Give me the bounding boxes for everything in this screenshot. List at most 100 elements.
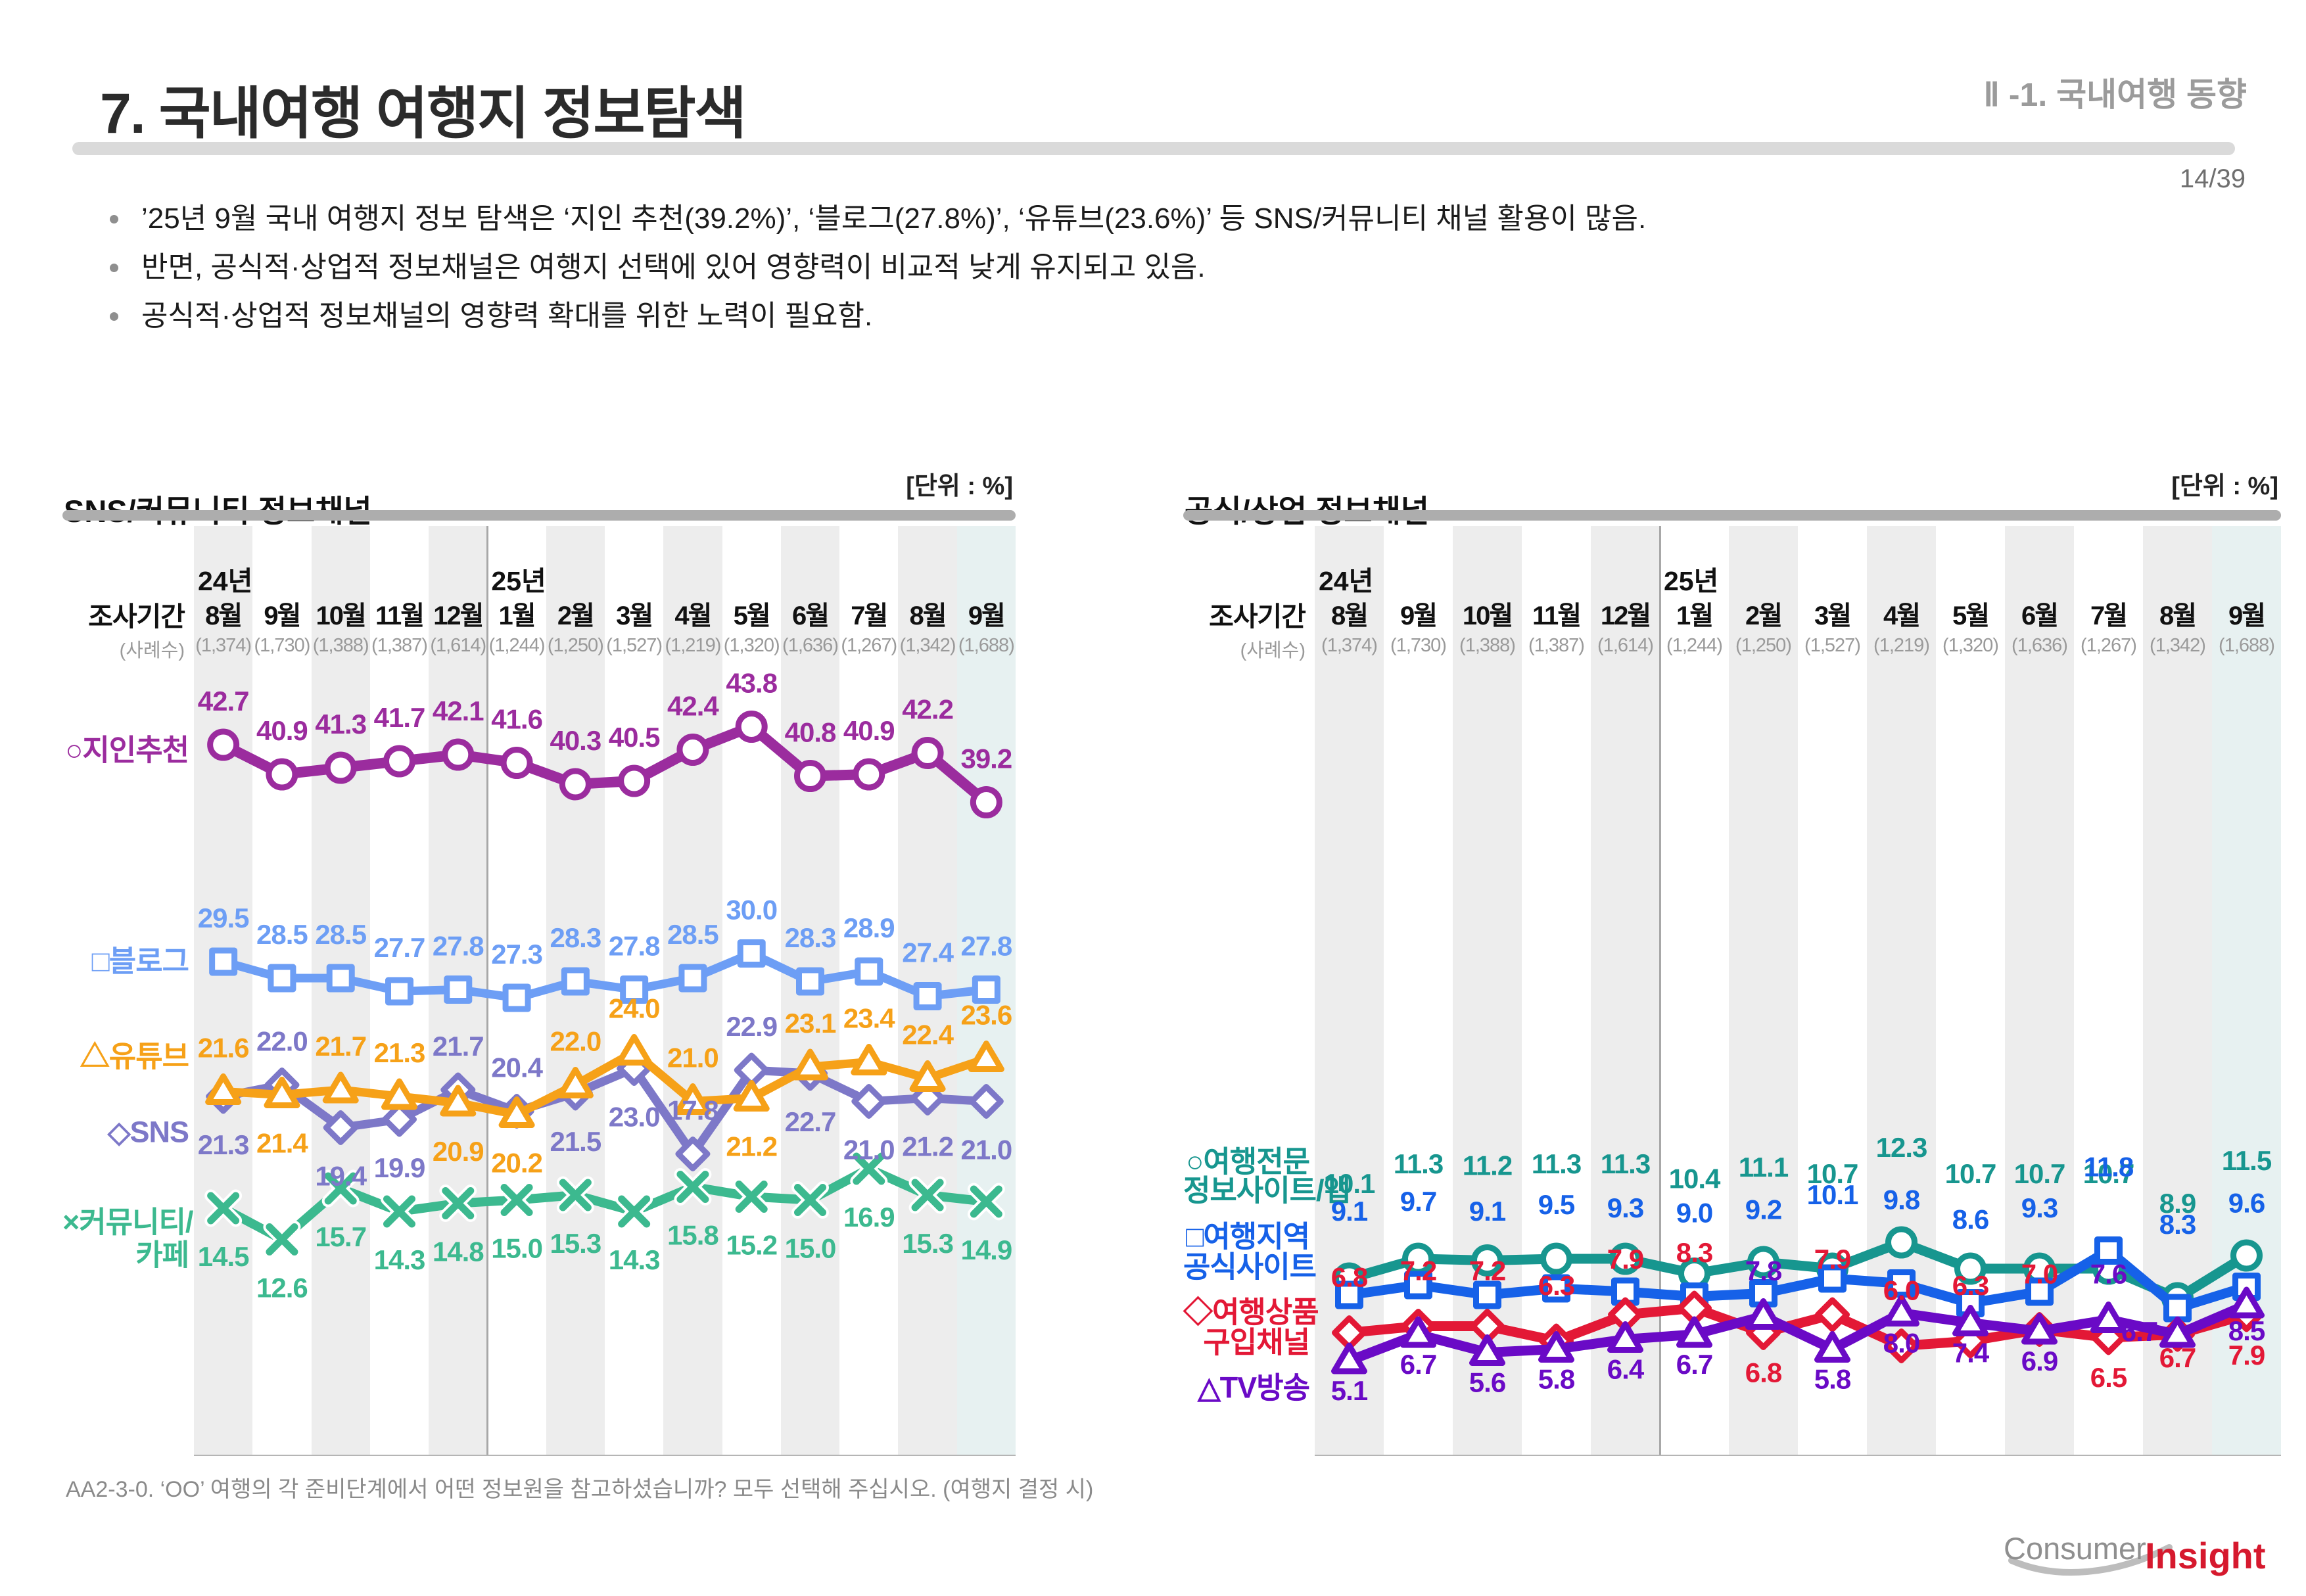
data-label: 10.7 [1945,1158,1996,1189]
data-label: 19.9 [374,1152,425,1183]
data-label: 27.8 [433,931,484,962]
data-label: 16.9 [843,1202,895,1232]
data-point-marker [853,1152,885,1185]
data-label: 14.3 [609,1244,660,1275]
data-label: 6.9 [2021,1346,2058,1376]
data-point-marker [266,758,298,791]
data-label: 23.1 [785,1008,836,1039]
sample-size: (1,244) [488,635,546,656]
data-point-marker [1954,1252,1987,1285]
chart-bottom-border [194,1455,1016,1456]
data-label: 40.9 [256,715,308,746]
data-label: 21.7 [433,1031,484,1062]
data-point-marker [968,1084,1004,1119]
sample-size: (1,614) [430,635,486,656]
sample-size-label: (사례수) [1240,640,1306,661]
bullet-item: 공식적·상업적 정보채널의 영향력 확대를 위한 노력이 필요함. [110,292,1646,340]
data-point-marker [1609,1242,1641,1275]
year-label: 25년 [1664,566,1719,596]
data-label: 5.8 [1814,1364,1851,1395]
data-point-marker [735,1181,768,1213]
data-point-marker [2025,1277,2054,1306]
data-point-marker [618,1195,651,1228]
month-label: 7월 [2090,601,2128,630]
series-legend: ○여행전문 [1186,1144,1310,1179]
data-point-marker [444,975,473,1004]
data-label: 11.3 [1601,1148,1650,1179]
month-label: 9월 [968,601,1006,630]
data-point-marker [1747,1246,1779,1279]
year-label: 24년 [1319,566,1374,596]
data-label: 10.4 [1669,1163,1721,1194]
data-label: 21.3 [374,1037,425,1068]
data-point-marker [1607,1321,1643,1353]
data-point-marker [792,1048,828,1081]
data-point-marker [382,1102,417,1137]
data-point-marker [323,1110,358,1145]
data-point-marker [794,1184,826,1216]
month-label: 7월 [851,601,888,630]
bullet-icon [110,264,118,272]
data-point-marker [1540,1242,1572,1275]
data-label: 6.7 [1400,1349,1436,1380]
data-point-marker [2159,1316,2196,1348]
data-label: 15.3 [550,1228,601,1259]
data-label: 6.5 [2090,1362,2127,1393]
chart-title: SNS/커뮤니티 정보채널 [64,486,372,531]
data-point-marker [1952,1305,1988,1336]
data-point-marker [2228,1286,2265,1319]
sample-size: (1,636) [2012,635,2068,656]
survey-period-label: 조사기간 [88,601,185,632]
data-label: 40.3 [550,725,601,756]
data-point-marker [796,967,824,996]
data-label: 6.8 [1331,1262,1368,1293]
data-label: 21.5 [550,1126,601,1157]
sample-size: (1,219) [665,635,721,656]
series-legend: 카페 [135,1238,189,1272]
panel-divider-bar [1183,510,2281,521]
data-point-marker [733,1080,770,1112]
data-point-marker [1473,1280,1501,1309]
data-point-marker [500,1184,533,1216]
panel-divider-bar [62,510,1016,521]
sample-size: (1,250) [547,635,604,656]
data-label: 14.3 [374,1244,425,1275]
data-point-marker [559,1179,592,1211]
bullet-text: 반면, 공식적·상업적 정보채널은 여행지 선택에 있어 영향력이 비교적 낮게… [141,251,1206,283]
data-point-marker [970,786,1002,818]
data-label: 8.3 [2159,1209,2196,1240]
data-point-marker [385,977,413,1006]
data-point-marker [911,737,944,769]
data-label: 10.7 [1807,1158,1858,1189]
month-label: 11월 [375,601,425,630]
data-point-marker [794,760,826,792]
bullet-item: ’25년 9월 국내 여행지 정보 탐색은 ‘지인 추천(39.2%)’, ‘블… [110,195,1647,243]
column-stripe [194,526,253,1456]
month-label: 8월 [1330,601,1369,630]
data-label: 21.7 [315,1031,366,1062]
sample-size: (1,730) [1390,635,1447,656]
data-point-marker [561,967,590,996]
data-label: 15.3 [902,1228,953,1259]
data-label: 9.3 [2021,1192,2058,1223]
data-point-marker [851,1084,887,1119]
data-label: 11.3 [1394,1148,1443,1179]
data-label: 9.3 [1607,1192,1643,1223]
data-point-marker [559,768,592,801]
data-label: 7.8 [1745,1256,1782,1286]
data-point-marker [911,1179,944,1211]
page-number: 14/39 [2179,164,2246,193]
data-label: 21.0 [960,1135,1012,1165]
data-point-marker [618,764,651,797]
data-label: 40.8 [785,717,836,748]
data-point-marker [500,747,533,779]
data-label: 22.4 [902,1020,954,1050]
data-label: 8.9 [2159,1188,2196,1219]
chart-title: 공식/상업 정보채널 [1185,486,1429,531]
data-label: 21.2 [726,1131,777,1162]
month-label: 9월 [1400,601,1438,630]
data-label: 11.3 [1532,1148,1581,1179]
data-label: 15.7 [315,1221,366,1252]
bullet-text: ’25년 9월 국내 여행지 정보 탐색은 ‘지인 추천(39.2%)’, ‘블… [141,202,1647,235]
data-point-marker [2232,1273,2261,1301]
